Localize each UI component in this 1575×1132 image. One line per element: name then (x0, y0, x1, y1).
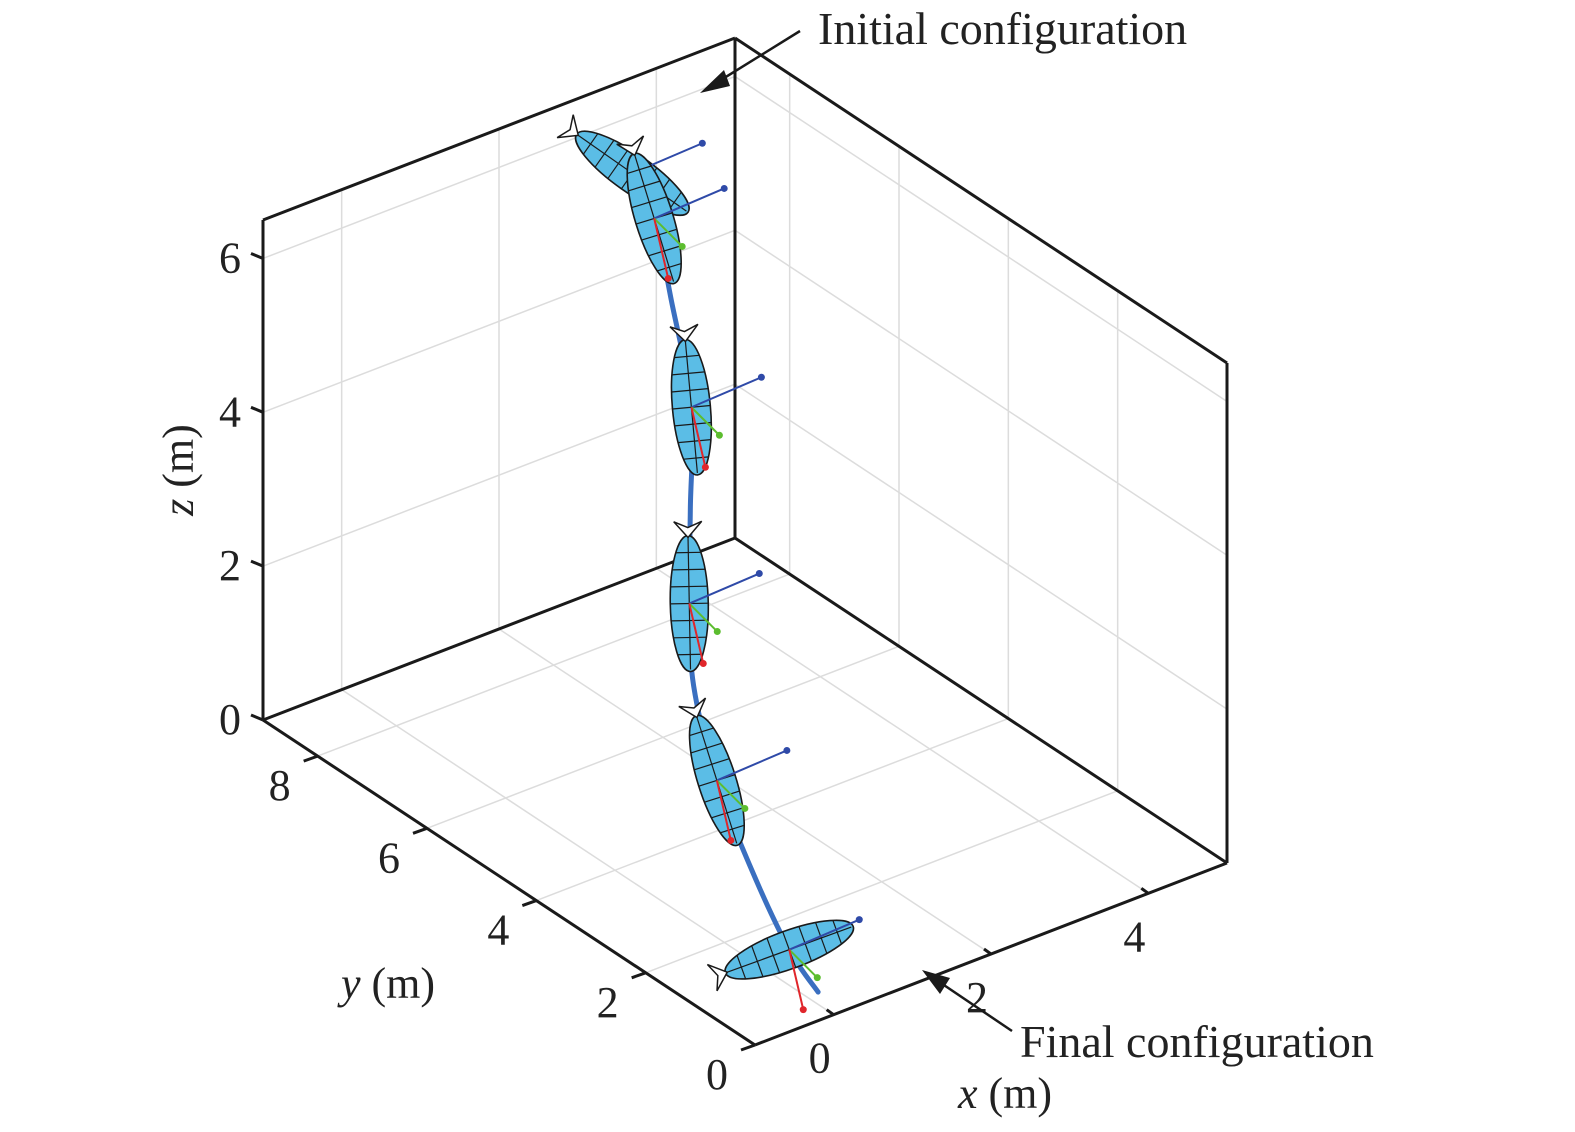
body-x-arrow-tip (664, 274, 672, 282)
z-tick-mark (250, 713, 264, 722)
grid-line-floor-y (536, 717, 1009, 902)
grid-line-side-z (734, 383, 1228, 710)
vehicle-body (678, 697, 746, 847)
vehicle-bodies (556, 114, 863, 1014)
z-tick-label: 0 (219, 695, 241, 744)
grid-line-floor-x (655, 567, 1149, 894)
axes-box-edge (262, 536, 736, 722)
x-tick-label: 0 (809, 1034, 831, 1083)
y-tick-label: 8 (269, 761, 291, 810)
y-axis-label: y (m) (337, 959, 435, 1008)
body-y-arrow-tip (715, 431, 723, 439)
final-configuration-arrow (931, 975, 1013, 1033)
body-x-arrow-tip (727, 836, 735, 844)
body-x-arrow (653, 218, 670, 279)
z-tick-label: 4 (219, 387, 241, 436)
z-tick-label: 2 (219, 541, 241, 590)
y-tick-label: 0 (706, 1050, 728, 1099)
body-z-arrow (716, 749, 788, 782)
y-tick-mark (521, 899, 537, 907)
final-configuration-arrowhead (922, 970, 950, 994)
body-y-arrow (788, 948, 818, 979)
y-tick-mark (740, 1043, 756, 1052)
tail-fin (673, 520, 703, 539)
grid-line-floor-y (645, 790, 1118, 974)
z-tick-label: 6 (219, 233, 241, 282)
x-tick-mark (825, 1008, 835, 1016)
body-y-arrow (690, 406, 721, 436)
x-axis-label: x (m) (957, 1069, 1052, 1118)
tail-fin (616, 135, 645, 157)
tail-fin (706, 963, 729, 992)
tail-fin (678, 697, 707, 719)
x-tick-label: 4 (1123, 912, 1145, 961)
body-y-arrow-tip (713, 628, 721, 636)
body-z-arrow-tip (720, 184, 728, 192)
grid-line-back-z (262, 383, 736, 567)
body-z-arrow-tip (698, 139, 706, 147)
body-x-arrow-tip (799, 1006, 807, 1014)
body-x-arrow (715, 780, 732, 841)
body-z-arrow (653, 187, 725, 220)
z-tick-mark (250, 405, 264, 414)
body-x-arrow-tip (699, 660, 707, 668)
axes-box-edge (262, 718, 756, 1047)
body-z-arrow-tip (757, 373, 765, 381)
body-z-arrow-tip (855, 916, 863, 924)
body-y-arrow (716, 779, 746, 810)
grid-line-side-z (734, 75, 1228, 403)
body-y-arrow (653, 217, 683, 248)
body-x-arrow (690, 407, 707, 468)
body-y-arrow-tip (813, 974, 821, 982)
axes-box-edge (734, 36, 1228, 365)
z-tick-mark (250, 252, 264, 260)
y-tick-label: 6 (378, 833, 400, 882)
grid-line-back-z (262, 75, 736, 260)
tail-fin (556, 114, 580, 139)
body-y-arrow-tip (741, 804, 749, 812)
body-y-arrow (688, 602, 718, 633)
body-z-arrow (788, 918, 860, 951)
vehicle-body (706, 919, 855, 992)
body-x-arrow (688, 603, 705, 664)
axes-box-edge (734, 536, 1228, 865)
final-configuration-annotation: Final configuration (1020, 1016, 1374, 1067)
body-z-arrow-tip (755, 570, 763, 578)
y-tick-label: 4 (487, 906, 509, 955)
x-tick-label: 2 (966, 973, 988, 1022)
y-tick-label: 2 (597, 978, 619, 1027)
axes-box (261, 36, 1229, 1047)
body-x-arrow-tip (701, 463, 709, 471)
grid-lines (262, 68, 1228, 1046)
axes-box-edge (262, 36, 736, 222)
y-tick-mark (412, 826, 428, 835)
initial-configuration-arrowhead (700, 70, 730, 93)
y-tick-mark (631, 971, 647, 980)
grid-line-floor-y (317, 573, 790, 757)
grid-line-floor-y (426, 645, 900, 830)
body-z-arrow (688, 572, 760, 605)
body-z-arrow-tip (783, 746, 791, 754)
z-tick-mark (250, 559, 264, 568)
body-y-arrow-tip (678, 242, 686, 250)
body-x-arrow (788, 949, 805, 1010)
grid-line-floor-x (498, 628, 992, 955)
x-tick-mark (1140, 887, 1150, 895)
body-z-arrow (691, 376, 762, 409)
grid-line-side-z (734, 229, 1228, 556)
tail-fin (669, 323, 699, 343)
y-tick-mark (303, 754, 319, 763)
initial-configuration-annotation: Initial configuration (818, 3, 1187, 54)
z-axis-label: z (m) (154, 424, 203, 517)
x-tick-mark (983, 947, 992, 956)
